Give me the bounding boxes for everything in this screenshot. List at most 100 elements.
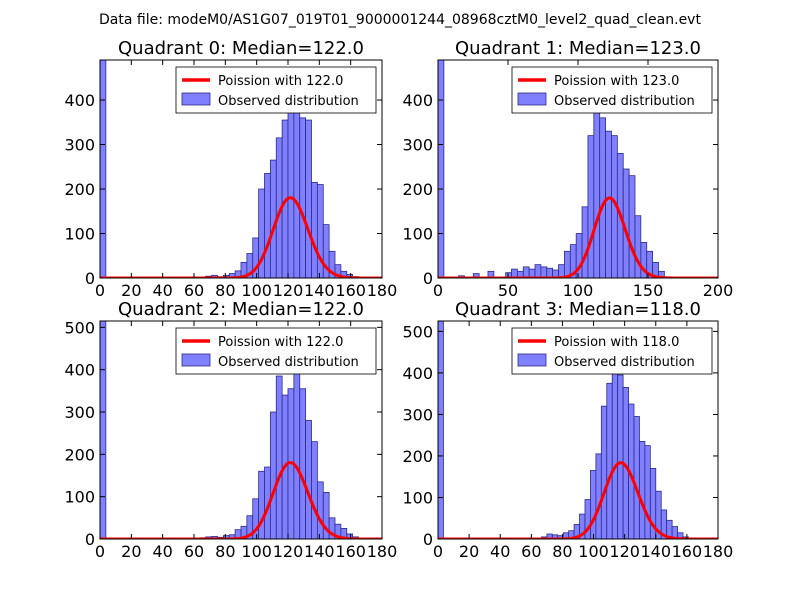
legend: Poission with 122.0 Observed distribution xyxy=(175,327,377,375)
histogram-bar xyxy=(581,206,589,278)
y-tick-label: 400 xyxy=(64,361,95,380)
x-tick-label: 80 xyxy=(552,542,572,561)
y-tick-label: 400 xyxy=(402,364,433,383)
x-tick-label: 20 xyxy=(459,542,479,561)
x-tick-label: 140 xyxy=(304,281,335,300)
y-tick-label: 500 xyxy=(402,322,433,341)
panel-title: Quadrant 3: Median=118.0 xyxy=(455,299,701,320)
legend-bar-swatch xyxy=(517,353,547,367)
histogram-bar xyxy=(595,453,602,539)
y-tick-label: 200 xyxy=(402,180,433,199)
histogram-bar xyxy=(628,175,636,278)
x-tick-label: 100 xyxy=(563,281,594,300)
y-tick-label: 0 xyxy=(85,269,95,288)
y-tick-label: 100 xyxy=(64,488,95,507)
panels: Quadrant 0: Median=122.00 20 40 60 80 100 120 1… xyxy=(64,38,733,561)
plot-frame xyxy=(437,320,719,540)
histogram-bar xyxy=(293,360,301,539)
histogram-bar xyxy=(540,266,548,278)
y-tick-label: 100 xyxy=(64,225,95,244)
histogram-bar xyxy=(634,215,642,278)
y-tick-label: 100 xyxy=(402,225,433,244)
histogram-bar xyxy=(287,108,295,278)
y-tick-label: 300 xyxy=(402,136,433,155)
y-tick-label: 0 xyxy=(423,530,433,549)
histogram-bar xyxy=(311,181,318,278)
legend-bar-swatch xyxy=(517,92,547,106)
histogram-bar xyxy=(605,130,612,278)
legend-bar-label: Observed distribution xyxy=(218,355,359,370)
x-tick-label: 150 xyxy=(633,281,664,300)
x-tick-label: 140 xyxy=(641,542,672,561)
y-tick-label: 200 xyxy=(402,447,433,466)
histogram-bar xyxy=(617,374,624,539)
legend-bar-swatch xyxy=(181,92,211,106)
y-tick-label: 200 xyxy=(64,445,95,464)
x-tick-label: 40 xyxy=(490,542,510,561)
legend-line-label: Poission with 122.0 xyxy=(218,74,343,89)
histogram-bar xyxy=(438,321,444,539)
histogram-bar xyxy=(534,264,542,278)
poisson-curve xyxy=(100,461,382,539)
x-tick-label: 0 xyxy=(95,542,105,561)
y-tick-label: 500 xyxy=(64,318,95,337)
x-tick-label: 140 xyxy=(304,542,335,561)
poisson-curve xyxy=(100,196,382,278)
histogram-bars xyxy=(438,321,689,539)
x-tick-label: 60 xyxy=(521,542,541,561)
legend-line-label: Poission with 123.0 xyxy=(554,74,679,89)
histogram-bar xyxy=(258,470,265,539)
x-tick-label: 100 xyxy=(578,542,609,561)
x-tick-label: 80 xyxy=(215,281,235,300)
x-tick-label: 50 xyxy=(498,281,518,300)
histogram-bar xyxy=(658,270,665,278)
panel-title: Quadrant 0: Median=122.0 xyxy=(118,38,364,59)
x-tick-label: 180 xyxy=(367,281,398,300)
histogram-bar xyxy=(264,173,271,278)
x-tick-label: 0 xyxy=(433,281,443,300)
legend-bar-label: Observed distribution xyxy=(554,355,695,370)
legend: Poission with 122.0 Observed distribution xyxy=(175,66,377,114)
y-tick-label: 400 xyxy=(402,91,433,110)
x-tick-label: 80 xyxy=(215,542,235,561)
y-tick-label: 300 xyxy=(64,136,95,155)
x-tick-label: 0 xyxy=(433,542,443,561)
quadrant-0-panel: Quadrant 0: Median=122.00 20 40 60 80 100 120 1… xyxy=(64,38,397,300)
histogram-bar xyxy=(472,273,480,278)
legend-bar-label: Observed distribution xyxy=(218,94,359,109)
x-tick-label: 20 xyxy=(121,542,141,561)
x-tick-label: 160 xyxy=(672,542,703,561)
x-tick-label: 160 xyxy=(335,542,366,561)
histogram-bar xyxy=(522,266,530,278)
histogram-bar xyxy=(275,375,283,539)
histogram-bar xyxy=(611,347,619,539)
y-tick-label: 300 xyxy=(402,405,433,424)
histogram-bar xyxy=(438,60,445,278)
x-tick-label: 120 xyxy=(273,542,304,561)
y-tick-label: 100 xyxy=(402,488,433,507)
histogram-bar xyxy=(299,388,307,539)
histogram-bar xyxy=(593,99,601,278)
x-tick-label: 180 xyxy=(703,542,734,561)
panel-title: Quadrant 2: Median=122.0 xyxy=(118,299,364,320)
x-tick-label: 60 xyxy=(184,542,204,561)
legend: Poission with 123.0 Observed distribution xyxy=(511,66,713,114)
histogram-bar xyxy=(299,117,307,278)
plot-frame xyxy=(99,320,383,540)
histogram-bar xyxy=(587,135,595,278)
histogram-bar xyxy=(564,250,571,278)
x-tick-label: 100 xyxy=(241,542,272,561)
y-tick-label: 0 xyxy=(423,269,433,288)
figure-suptitle: Data file: modeM0/AS1G07_019T01_90000012… xyxy=(99,12,701,28)
y-tick-label: 400 xyxy=(64,91,95,110)
x-tick-label: 20 xyxy=(121,281,141,300)
histogram-bar xyxy=(269,411,277,539)
histogram-bar xyxy=(644,445,651,539)
x-tick-label: 180 xyxy=(367,542,398,561)
histogram-bar xyxy=(316,481,324,539)
legend-bar-swatch xyxy=(181,353,211,367)
histogram-bar xyxy=(346,533,354,539)
x-tick-label: 160 xyxy=(335,281,366,300)
histogram-bar xyxy=(487,270,495,278)
histogram-bar xyxy=(100,60,107,278)
